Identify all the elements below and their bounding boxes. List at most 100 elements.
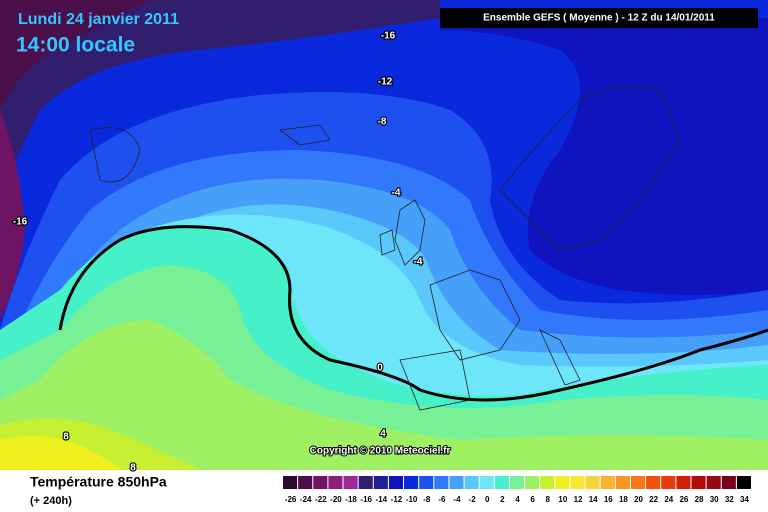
model: Ensemble GEFS ( Moyenne ) - 12 Z du 14/0… — [483, 13, 715, 24]
map-fields — [0, 0, 768, 471]
contour-labels: -16 -12 -8 -4 -4 0 4 8 8 -16 — [12, 30, 424, 475]
legend-label: 2 — [500, 495, 505, 504]
coast-iceland — [278, 124, 331, 146]
legend-swatch — [449, 476, 464, 489]
legend-label: -2 — [469, 495, 477, 504]
coast-ireland — [379, 229, 396, 256]
legend-label: 4 — [515, 495, 520, 504]
coast-greenland — [89, 127, 141, 183]
legend-swatch — [706, 476, 721, 489]
contour-label: -4 — [392, 188, 401, 199]
legend-label: -8 — [423, 495, 431, 504]
legend-swatch — [570, 476, 585, 489]
legend-label: 16 — [604, 495, 613, 504]
legend-label: 10 — [558, 495, 567, 504]
legend-swatch — [736, 476, 751, 489]
contour-label: 0 — [377, 363, 383, 374]
legend-swatch — [615, 476, 630, 489]
legend-swatch — [419, 476, 434, 489]
legend-swatch — [661, 476, 676, 489]
legend-label: -18 — [345, 495, 357, 504]
legend-swatch — [540, 476, 555, 489]
coast-iberia — [399, 349, 471, 411]
copyright: Copyright © 2010 Meteociel.fr — [310, 446, 451, 457]
legend-label: 32 — [725, 495, 734, 504]
field-6 — [0, 320, 768, 470]
coast-scandinavia — [499, 86, 681, 251]
coast-france — [429, 269, 521, 361]
color-legend: -26 -24 -22 -20 -18 -16 -14 -12 -10 -8 -6 -4 -2 0 2 4 6 8… — [283, 476, 751, 504]
legend-swatch — [721, 476, 736, 489]
time: 14:00 locale — [16, 34, 135, 57]
legend-swatch — [434, 476, 449, 489]
legend-swatch — [585, 476, 600, 489]
legend-label: 22 — [649, 495, 658, 504]
legend-label: -16 — [360, 495, 372, 504]
field-europe-cold — [440, 18, 768, 295]
legend-label: 8 — [546, 495, 551, 504]
coast-uk — [394, 199, 426, 266]
legend-swatch — [313, 476, 328, 489]
field-very-cold — [0, 0, 150, 110]
legend-label: 28 — [695, 495, 704, 504]
field-cold-north — [0, 0, 440, 200]
legend-label: -10 — [406, 495, 418, 504]
legend-swatch — [479, 476, 494, 489]
footer-title: Température 850hPa — [30, 474, 167, 490]
legend-swatch — [388, 476, 404, 489]
legend-label: -14 — [376, 495, 388, 504]
legend-swatch — [676, 476, 691, 489]
date: Lundi 24 janvier 2011 — [18, 11, 179, 28]
legend-swatch — [630, 476, 646, 489]
legend-swatch — [328, 476, 343, 489]
contour-label: -16 — [381, 31, 396, 42]
contour-label: -8 — [378, 117, 387, 128]
legend-label: 18 — [619, 495, 628, 504]
legend-label: -24 — [300, 495, 312, 504]
legend-swatch — [494, 476, 509, 489]
coastlines — [89, 86, 681, 411]
field-10 — [0, 436, 120, 470]
legend-swatch — [600, 476, 615, 489]
legend-label: 34 — [740, 495, 749, 504]
legend-swatch — [404, 476, 419, 489]
legend-label: 24 — [664, 495, 673, 504]
contour-label: -16 — [13, 217, 28, 228]
legend-label: -4 — [453, 495, 461, 504]
legend-swatch — [509, 476, 525, 489]
legend-swatch — [555, 476, 570, 489]
legend-label: -26 — [285, 495, 297, 504]
legend-swatch — [283, 476, 298, 489]
contour-label: -12 — [378, 77, 393, 88]
legend-label: 12 — [574, 495, 583, 504]
zero-isotherm — [58, 225, 768, 402]
legend-label: -20 — [330, 495, 342, 504]
legend-label: -22 — [315, 495, 327, 504]
legend-swatch — [298, 476, 313, 489]
footer-lead: (+ 240h) — [30, 495, 72, 507]
legend-label: 30 — [710, 495, 719, 504]
legend-swatch — [525, 476, 540, 489]
legend-swatch — [373, 476, 388, 489]
contour-label: -4 — [414, 257, 423, 268]
legend-label: 6 — [530, 495, 535, 504]
legend-swatch — [343, 476, 358, 489]
coast-italy — [539, 329, 581, 386]
contour-label: 8 — [63, 432, 69, 443]
field-west-cold — [0, 110, 25, 320]
legend-swatch — [464, 476, 479, 489]
model-box — [440, 8, 758, 28]
legend-label: 14 — [589, 495, 598, 504]
legend-label: 20 — [634, 495, 643, 504]
legend-label: 0 — [485, 495, 490, 504]
legend-swatch — [646, 476, 661, 489]
legend-label: -12 — [391, 495, 403, 504]
legend-swatch — [691, 476, 706, 489]
legend-label: -6 — [438, 495, 446, 504]
contour-label: 4 — [380, 429, 386, 440]
contour-label: 8 — [130, 463, 136, 474]
legend-swatch — [358, 476, 373, 489]
legend-label: 26 — [679, 495, 688, 504]
